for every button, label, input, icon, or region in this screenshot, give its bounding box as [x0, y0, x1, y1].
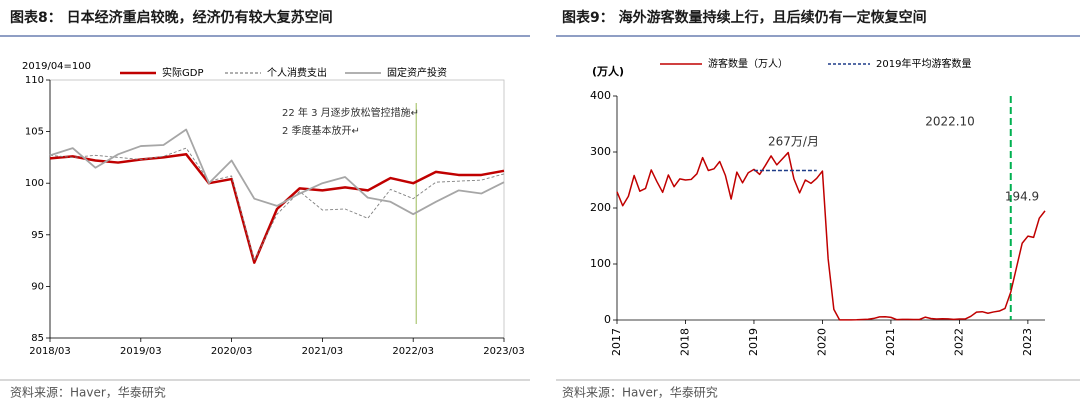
x-tick-label: 2018 [678, 328, 691, 356]
x-tick-label: 2022 [952, 328, 965, 356]
y-tick-label: 100 [25, 178, 44, 189]
series-line [49, 128, 505, 216]
x-tick-label: 2021/03 [302, 346, 344, 357]
source: 资料来源：Haver，华泰研究 [10, 385, 166, 400]
x-tick-label: 2020/03 [211, 346, 253, 357]
x-tick-label: 2018/03 [29, 346, 71, 357]
annotation: 267万/月 [768, 135, 819, 149]
x-tick-label: 2023/03 [483, 346, 525, 357]
annotation: 2022.10 [925, 115, 975, 129]
legend-label: 个人消费支出 [267, 66, 327, 79]
y-tick-label: 85 [31, 333, 44, 344]
y-tick-label: 95 [31, 230, 44, 241]
legend-label: 实际GDP [162, 66, 203, 79]
annotation: 2 季度基本放开↵ [282, 124, 360, 137]
series-line [49, 147, 505, 262]
y-tick-label: 0 [604, 313, 611, 326]
y-tick-label: 110 [25, 75, 44, 86]
x-tick-label: 2019 [747, 328, 760, 356]
x-tick-label: 2019/03 [120, 346, 162, 357]
y-tick-label: 300 [590, 145, 611, 158]
y-axis-label: (万人) [592, 64, 624, 78]
y-tick-label: 90 [31, 281, 44, 292]
x-tick-label: 2022/03 [392, 346, 434, 357]
chart-title: 图表8： 日本经济重启较晚，经济仍有较大复苏空间 [10, 9, 333, 26]
x-tick-label: 2017 [610, 328, 623, 356]
x-tick-label: 2020 [815, 328, 828, 356]
x-tick-label: 2021 [884, 328, 897, 356]
y-tick-label: 200 [590, 201, 611, 214]
annotation: 194.9 [1005, 190, 1039, 204]
y-tick-label: 400 [590, 89, 611, 102]
y-axis-label: 2019/04=100 [22, 61, 91, 72]
source: 资料来源：Haver，华泰研究 [562, 385, 718, 400]
y-tick-label: 105 [25, 127, 44, 138]
chart-title: 图表9： 海外游客数量持续上行，且后续仍有一定恢复空间 [562, 9, 927, 26]
legend-label: 2019年平均游客数量 [876, 57, 971, 70]
series-line [616, 151, 1046, 321]
y-tick-label: 100 [590, 257, 611, 270]
x-tick-label: 2023 [1021, 328, 1034, 356]
legend-label: 游客数量（万人） [708, 57, 788, 70]
series-line [49, 153, 505, 264]
legend-label: 固定资产投资 [387, 66, 447, 79]
annotation: 22 年 3 月逐步放松管控措施↵ [282, 106, 419, 119]
